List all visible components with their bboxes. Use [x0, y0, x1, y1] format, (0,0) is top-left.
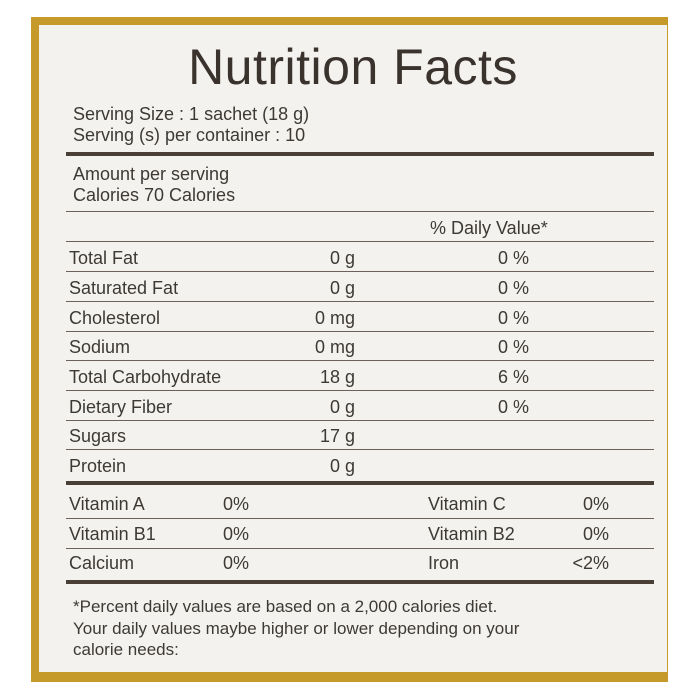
nutrient-amount: 0 g — [329, 397, 355, 417]
footnote-line: calorie needs: — [73, 640, 179, 659]
divider — [66, 301, 654, 302]
divider — [66, 241, 654, 242]
nutrient-amount: 18 g — [319, 367, 355, 387]
divider — [66, 211, 654, 212]
nutrition-label: Nutrition Facts Serving Size : 1 sachet … — [39, 25, 667, 672]
nutrient-name: Cholesterol — [69, 308, 161, 328]
vitamin-value: <2% — [572, 553, 609, 573]
vitamin-name: Vitamin B1 — [69, 524, 156, 544]
vitamin-name: Calcium — [69, 553, 135, 573]
vitamin-name: Vitamin B2 — [428, 524, 515, 544]
nutrient-amount: 0 g — [329, 248, 355, 268]
nutrient-amount: 17 g — [319, 426, 355, 446]
nutrient-name: Dietary Fiber — [69, 397, 173, 417]
nutrient-amount: 0 mg — [314, 308, 355, 328]
vitamin-name: Iron — [428, 553, 460, 573]
nutrient-amount: 0 g — [329, 456, 355, 476]
vitamin-value: 0% — [582, 524, 609, 544]
amount-per-serving: Amount per serving — [73, 164, 230, 184]
serving-size: Serving Size : 1 sachet (18 g) — [73, 104, 310, 124]
divider — [66, 449, 654, 450]
divider — [66, 360, 654, 361]
label-title: Nutrition Facts — [188, 39, 518, 95]
calories: Calories 70 Calories — [73, 185, 236, 205]
nutrient-daily-value: 0 % — [497, 337, 529, 357]
divider — [66, 518, 654, 519]
nutrient-daily-value: 6 % — [497, 367, 529, 387]
nutrient-name: Saturated Fat — [69, 278, 179, 298]
nutrient-daily-value: 0 % — [497, 397, 529, 417]
vitamin-value: 0% — [222, 553, 249, 573]
nutrient-daily-value: 0 % — [497, 248, 529, 268]
vitamin-value: 0% — [222, 524, 249, 544]
divider — [66, 420, 654, 421]
footnote-line: *Percent daily values are based on a 2,0… — [73, 597, 498, 616]
nutrient-daily-value: 0 % — [497, 278, 529, 298]
divider-thick — [66, 580, 654, 584]
divider — [66, 271, 654, 272]
servings-per-container: Serving (s) per container : 10 — [73, 125, 306, 145]
divider-thick — [66, 481, 654, 485]
vitamin-name: Vitamin C — [428, 494, 506, 514]
divider-thick — [66, 152, 654, 156]
footnote-line: Your daily values maybe higher or lower … — [73, 619, 520, 638]
nutrient-amount: 0 mg — [314, 337, 355, 357]
nutrient-name: Sodium — [69, 337, 131, 357]
divider — [66, 548, 654, 549]
vitamin-value: 0% — [582, 494, 609, 514]
nutrient-name: Sugars — [69, 426, 127, 446]
vitamin-value: 0% — [222, 494, 249, 514]
vitamin-name: Vitamin A — [69, 494, 145, 514]
daily-value-header: % Daily Value* — [430, 218, 548, 238]
nutrient-name: Total Carbohydrate — [69, 367, 222, 387]
nutrient-daily-value: 0 % — [497, 308, 529, 328]
divider — [66, 331, 654, 332]
nutrient-name: Total Fat — [69, 248, 139, 268]
divider — [66, 390, 654, 391]
nutrient-name: Protein — [69, 456, 127, 476]
nutrient-amount: 0 g — [329, 278, 355, 298]
